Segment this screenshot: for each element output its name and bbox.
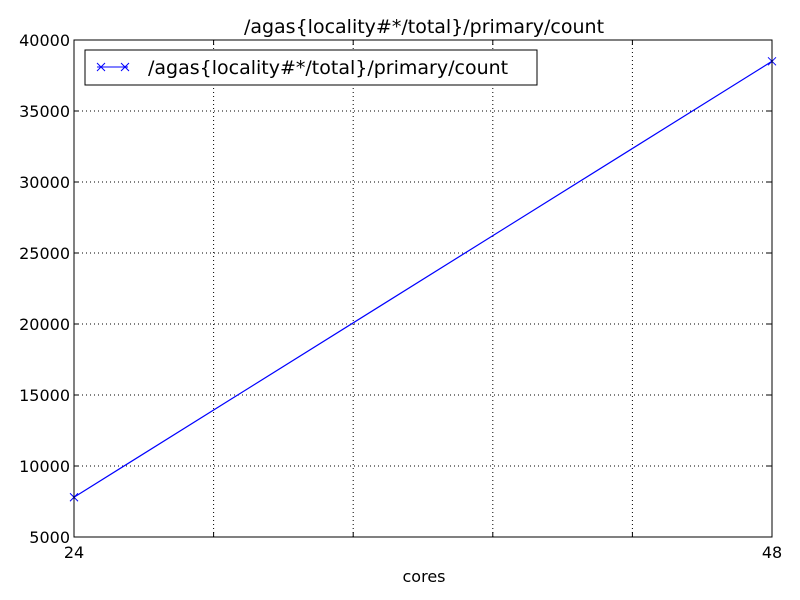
series-line bbox=[73, 60, 773, 498]
legend-markers bbox=[96, 62, 130, 72]
grid-lines bbox=[74, 40, 772, 537]
y-tick-label: 25000 bbox=[19, 244, 70, 263]
legend: /agas{locality#*/total}/primary/count bbox=[84, 49, 538, 86]
y-tick-label: 10000 bbox=[19, 457, 70, 476]
y-tick-label: 15000 bbox=[19, 386, 70, 405]
chart-title: /agas{locality#*/total}/primary/count bbox=[244, 16, 604, 38]
axis-ticks bbox=[74, 39, 772, 538]
y-tick-label: 20000 bbox=[19, 315, 70, 334]
legend-marker bbox=[96, 62, 106, 72]
y-tick-label: 35000 bbox=[19, 102, 70, 121]
x-tick-label: 48 bbox=[762, 543, 782, 562]
legend-marker bbox=[120, 62, 130, 72]
legend-box bbox=[84, 49, 538, 86]
x-axis-label: cores bbox=[403, 567, 446, 586]
axis-tick-labels: 5000 10000 15000 20000 25000 30000 35000 40000 2… bbox=[19, 31, 782, 562]
y-tick-label: 5000 bbox=[29, 528, 70, 547]
x-tick-label: 24 bbox=[64, 543, 84, 562]
plot-frame bbox=[73, 39, 773, 538]
y-tick-label: 40000 bbox=[19, 31, 70, 50]
y-tick-label: 30000 bbox=[19, 173, 70, 192]
legend-entry-label: /agas{locality#*/total}/primary/count bbox=[148, 57, 508, 79]
